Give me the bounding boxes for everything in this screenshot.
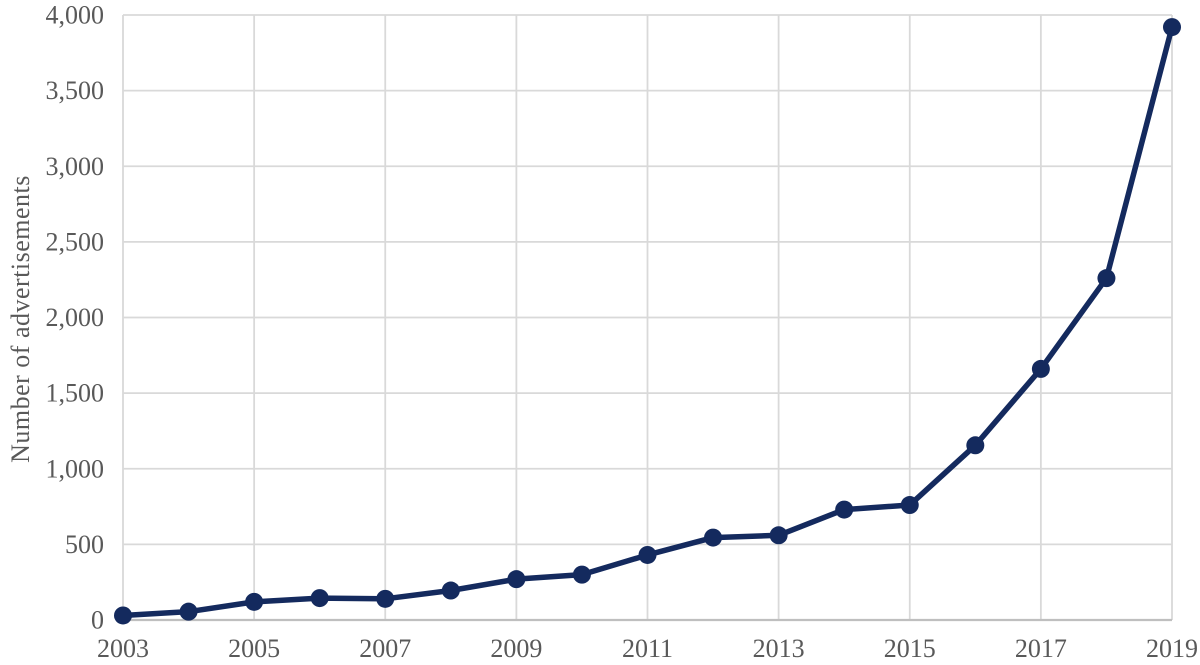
y-tick-label: 3,500 bbox=[46, 76, 105, 105]
data-point-2014 bbox=[835, 500, 854, 519]
data-point-2008 bbox=[441, 581, 460, 600]
x-tick-label: 2017 bbox=[1015, 634, 1067, 663]
y-tick-label: 0 bbox=[91, 606, 104, 635]
data-point-2013 bbox=[769, 526, 788, 545]
gridlines bbox=[122, 14, 1173, 620]
data-point-2010 bbox=[572, 565, 591, 584]
data-point-2005 bbox=[245, 592, 264, 611]
data-point-2011 bbox=[638, 545, 657, 564]
x-tick-label: 2005 bbox=[228, 634, 280, 663]
data-point-2004 bbox=[179, 602, 198, 621]
data-point-2003 bbox=[114, 606, 132, 625]
data-point-2018 bbox=[1097, 269, 1116, 288]
data-series bbox=[114, 18, 1181, 625]
data-point-2006 bbox=[310, 589, 329, 608]
data-point-2015 bbox=[900, 496, 919, 515]
x-tick-label: 2011 bbox=[622, 634, 673, 663]
x-tick-label: 2013 bbox=[753, 634, 805, 663]
y-tick-label: 1,500 bbox=[46, 379, 105, 408]
data-point-2007 bbox=[376, 589, 395, 608]
y-tick-label: 2,000 bbox=[46, 303, 105, 332]
x-tick-label: 2009 bbox=[490, 634, 542, 663]
data-point-2009 bbox=[507, 570, 526, 589]
y-tick-label: 3,000 bbox=[46, 152, 105, 181]
data-point-2017 bbox=[1031, 359, 1050, 378]
tick-labels: 0 500 1,000 1,500 2,000 2,500 3,000 3,500 4,000 2… bbox=[46, 1, 1199, 664]
y-axis-title: Number of advertisements bbox=[6, 175, 35, 463]
data-point-2019 bbox=[1163, 18, 1181, 37]
x-tick-label: 2019 bbox=[1146, 634, 1198, 663]
x-tick-label: 2015 bbox=[884, 634, 936, 663]
data-point-2012 bbox=[704, 528, 723, 547]
x-tick-label: 2003 bbox=[97, 634, 149, 663]
y-tick-label: 4,000 bbox=[46, 1, 105, 30]
y-tick-label: 500 bbox=[65, 530, 104, 559]
y-tick-label: 1,000 bbox=[46, 454, 105, 483]
data-point-2016 bbox=[966, 436, 985, 455]
y-tick-label: 2,500 bbox=[46, 227, 105, 256]
x-tick-label: 2007 bbox=[359, 634, 411, 663]
